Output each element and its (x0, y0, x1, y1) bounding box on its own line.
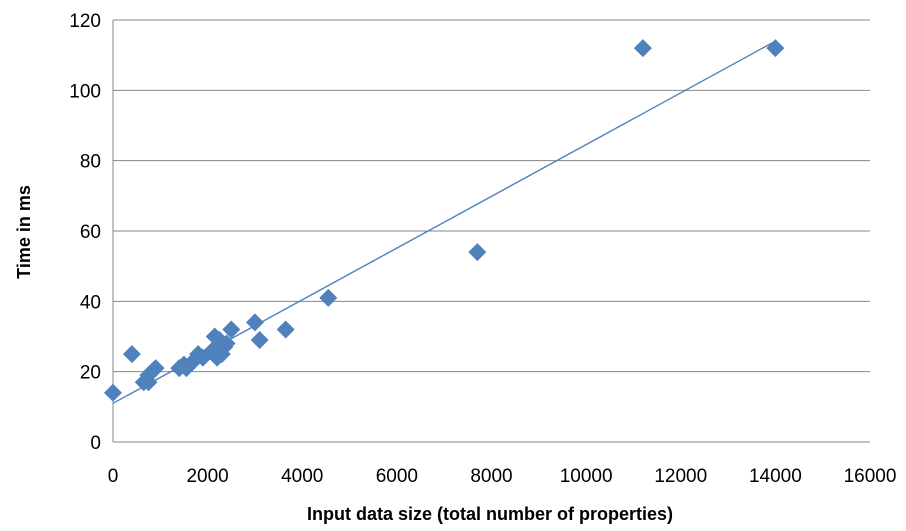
x-tick-label: 10000 (560, 466, 613, 487)
y-tick-label: 60 (80, 222, 101, 243)
x-tick-label: 6000 (376, 466, 418, 487)
x-tick-label: 2000 (186, 466, 228, 487)
data-point (222, 320, 241, 339)
y-tick-label: 80 (80, 152, 101, 173)
x-tick-label: 14000 (749, 466, 802, 487)
x-axis-title: Input data size (total number of propert… (307, 504, 673, 524)
y-tick-label: 100 (69, 81, 101, 102)
y-tick-label: 20 (80, 363, 101, 384)
data-point (468, 243, 487, 262)
data-point (245, 313, 264, 332)
y-tick-label: 40 (80, 292, 101, 313)
data-point (146, 359, 165, 378)
data-point (766, 39, 785, 58)
data-point (104, 383, 122, 402)
x-tick-label: 0 (108, 466, 119, 487)
data-point (319, 288, 338, 307)
y-tick-label: 120 (69, 11, 101, 32)
data-point (139, 373, 158, 392)
y-tick-label: 0 (90, 433, 101, 454)
x-tick-labels: 0 2000 4000 6000 8000 10000 12000 14000 16000 (108, 466, 897, 487)
data-point (633, 39, 652, 58)
data-point (122, 345, 141, 364)
data-point (250, 331, 269, 350)
x-tick-label: 4000 (281, 466, 323, 487)
y-tick-labels: 0 20 40 60 80 100 120 (69, 11, 101, 454)
axes (112, 20, 870, 443)
data-point (276, 320, 295, 339)
x-tick-label: 12000 (654, 466, 707, 487)
x-tick-label: 16000 (844, 466, 897, 487)
data-points (104, 39, 785, 402)
gridlines (113, 19, 870, 373)
data-point (217, 334, 236, 353)
x-tick-label: 8000 (470, 466, 512, 487)
y-axis-title: Time in ms (14, 185, 34, 279)
